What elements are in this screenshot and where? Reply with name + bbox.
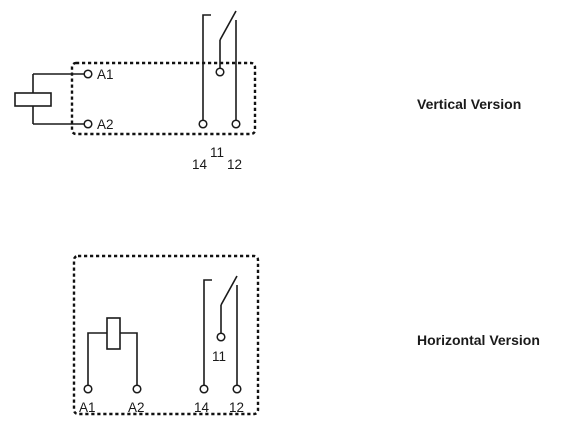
terminal-14 — [198, 119, 208, 129]
terminal-a1 — [83, 384, 93, 394]
label-11: 11 — [210, 145, 224, 160]
horizontal-changeover-contact — [203, 275, 238, 385]
label-14: 14 — [192, 157, 208, 172]
vertical-version-caption: Vertical Version — [417, 96, 521, 112]
horizontal-version-caption: Horizontal Version — [417, 332, 540, 348]
label-a1: A1 — [97, 67, 114, 82]
horizontal-version-diagram: A1 A2 14 11 12 Horizontal Version — [72, 254, 540, 416]
coil-symbol — [106, 317, 121, 350]
vertical-relay-housing — [70, 61, 257, 136]
coil-symbol — [14, 92, 52, 107]
vertical-changeover-contact — [202, 10, 237, 120]
label-14: 14 — [194, 400, 210, 415]
terminal-12 — [232, 384, 242, 394]
terminal-12 — [231, 119, 241, 129]
label-a2: A2 — [97, 117, 114, 132]
label-a2: A2 — [128, 400, 145, 415]
label-11: 11 — [212, 349, 226, 364]
terminal-14 — [199, 384, 209, 394]
horizontal-relay-housing — [72, 254, 260, 416]
terminal-a2 — [132, 384, 142, 394]
terminal-a1 — [83, 69, 93, 79]
terminal-11 — [215, 67, 225, 77]
vertical-coil — [14, 73, 88, 125]
terminal-a2 — [83, 119, 93, 129]
horizontal-coil — [87, 317, 138, 385]
label-12: 12 — [229, 400, 244, 415]
label-a1: A1 — [79, 400, 96, 415]
terminal-11 — [216, 332, 226, 342]
vertical-version-diagram: A1 A2 14 11 12 Vertical Version — [14, 10, 521, 172]
label-12: 12 — [227, 157, 242, 172]
